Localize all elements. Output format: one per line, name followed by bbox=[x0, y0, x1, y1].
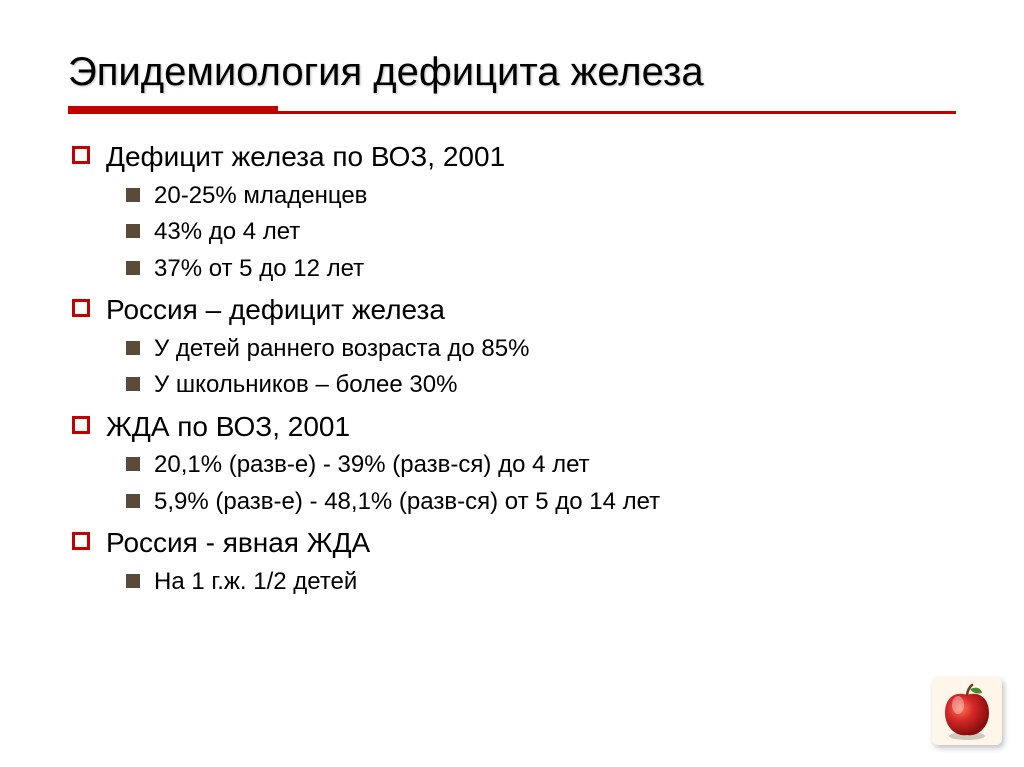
slide: Эпидемиология дефицита железа Дефицит же… bbox=[0, 0, 1024, 767]
content-body: Дефицит железа по ВОЗ, 2001 20-25% младе… bbox=[68, 138, 956, 598]
lvl1-label: Россия - явная ЖДА bbox=[106, 524, 370, 562]
lvl2-label: 37% от 5 до 12 лет bbox=[154, 253, 364, 285]
list-item: У школьников – более 30% bbox=[126, 369, 956, 401]
lvl2-label: У школьников – более 30% bbox=[154, 369, 457, 401]
lvl2-label: У детей раннего возраста до 85% bbox=[154, 333, 529, 365]
square-solid-icon bbox=[126, 188, 140, 202]
lvl2-label: 20-25% младенцев bbox=[154, 180, 367, 212]
list-item: 43% до 4 лет bbox=[126, 216, 956, 248]
list-item: У детей раннего возраста до 85% bbox=[126, 333, 956, 365]
lvl2-label: На 1 г.ж. 1/2 детей bbox=[154, 566, 357, 598]
list-item: Россия - явная ЖДА bbox=[72, 524, 956, 562]
list-item: 20,1% (разв-е) - 39% (разв-ся) до 4 лет bbox=[126, 449, 956, 481]
square-solid-icon bbox=[126, 261, 140, 275]
list-item: Дефицит железа по ВОЗ, 2001 bbox=[72, 138, 956, 176]
square-open-icon bbox=[72, 532, 90, 550]
title-underline bbox=[68, 106, 956, 120]
rule-thin bbox=[68, 111, 956, 114]
square-solid-icon bbox=[126, 494, 140, 508]
lvl1-label: Россия – дефицит железа bbox=[106, 291, 445, 329]
square-solid-icon bbox=[126, 341, 140, 355]
square-open-icon bbox=[72, 146, 90, 164]
square-open-icon bbox=[72, 299, 90, 317]
list-item: Россия – дефицит железа bbox=[72, 291, 956, 329]
square-solid-icon bbox=[126, 224, 140, 238]
lvl2-label: 20,1% (разв-е) - 39% (разв-ся) до 4 лет bbox=[154, 449, 590, 481]
lvl1-label: ЖДА по ВОЗ, 2001 bbox=[106, 408, 350, 446]
lvl2-label: 5,9% (разв-е) - 48,1% (разв-ся) от 5 до … bbox=[154, 486, 660, 518]
square-open-icon bbox=[72, 416, 90, 434]
apple-icon bbox=[932, 677, 1002, 745]
list-item: На 1 г.ж. 1/2 детей bbox=[126, 566, 956, 598]
square-solid-icon bbox=[126, 574, 140, 588]
list-item: 20-25% младенцев bbox=[126, 180, 956, 212]
list-item: 5,9% (разв-е) - 48,1% (разв-ся) от 5 до … bbox=[126, 486, 956, 518]
lvl1-label: Дефицит железа по ВОЗ, 2001 bbox=[106, 138, 505, 176]
square-solid-icon bbox=[126, 377, 140, 391]
list-item: 37% от 5 до 12 лет bbox=[126, 253, 956, 285]
square-solid-icon bbox=[126, 457, 140, 471]
list-item: ЖДА по ВОЗ, 2001 bbox=[72, 408, 956, 446]
slide-title: Эпидемиология дефицита железа bbox=[68, 48, 956, 96]
lvl2-label: 43% до 4 лет bbox=[154, 216, 300, 248]
